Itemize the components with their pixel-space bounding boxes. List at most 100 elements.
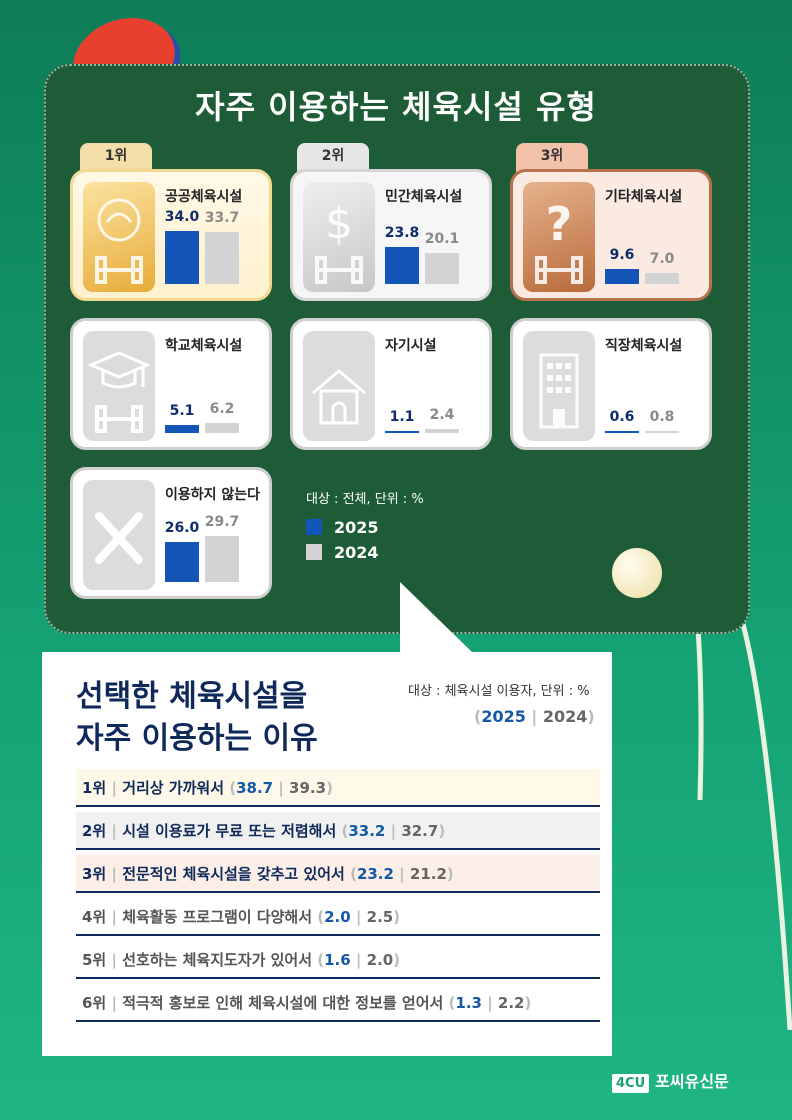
separator: ) (446, 865, 454, 883)
value-2024: 6.2 (209, 401, 235, 418)
reasons-legend-2025: 2025 (481, 707, 526, 726)
facility-label: 이용하지 않는다 (165, 487, 261, 503)
reasons-legend: (2025 | 2024) (474, 707, 595, 726)
reason-rank: 6위 (82, 994, 107, 1012)
reason-text: 전문적인 체육시설을 갖추고 있어서 (122, 865, 345, 883)
ping-pong-ball (612, 548, 662, 598)
legend-2024: 2024 (306, 543, 379, 562)
dollar-dumbbell-icon: $ (303, 182, 375, 292)
reasons-title-line1: 선택한 체육시설을 (76, 679, 308, 714)
value-2024: 33.7 (204, 209, 240, 226)
page-title: 자주 이용하는 체육시설 유형 (195, 88, 597, 126)
separator: | (350, 951, 367, 969)
x-mark-icon (83, 480, 155, 590)
facility-label: 기타체육시설 (605, 189, 683, 205)
reason-value-2024: 21.2 (409, 865, 447, 883)
facility-label: 자기시설 (385, 338, 437, 354)
value-2024: 29.7 (204, 513, 240, 530)
legend-swatch-2024 (306, 544, 322, 560)
svg-text:?: ? (546, 197, 573, 251)
svg-text:$: $ (325, 198, 353, 249)
question-dumbbell-icon: ? (523, 182, 595, 292)
reason-text: 적극적 홍보로 인해 체육시설에 대한 정보를 얻어서 (122, 994, 444, 1012)
bar-2025 (165, 231, 199, 284)
separator: | (106, 994, 123, 1012)
brand-name: 포씨유신문 (655, 1072, 729, 1091)
reason-row: 1위 | 거리상 가까워서 (38.7 | 39.3) (76, 769, 600, 807)
reasons-legend-2024: 2024 (542, 707, 588, 726)
reason-value-2025: 33.2 (348, 822, 386, 840)
legend-swatch-2025 (306, 519, 322, 535)
reason-value-2024: 2.0 (366, 951, 394, 969)
separator: ( (224, 779, 237, 797)
separator: ) (438, 822, 446, 840)
facility-label: 공공체육시설 (165, 189, 243, 205)
reason-value-2025: 1.6 (324, 951, 351, 969)
dumbbell-swirl-icon (83, 182, 155, 292)
bar-2025 (165, 425, 199, 433)
bar-2025 (385, 431, 419, 433)
reason-value-2024: 39.3 (289, 779, 327, 797)
separator: ) (393, 908, 401, 926)
legend-2025: 2025 (306, 518, 379, 537)
separator: ) (326, 779, 333, 797)
facilities-note: 대상 : 전체, 단위 : % (306, 492, 424, 507)
reasons-title-line2: 자주 이용하는 이유 (76, 721, 318, 756)
separator: | (106, 865, 123, 883)
separator: ( (312, 908, 325, 926)
facility-card-own: 자기시설 1.1 2.4 (290, 318, 492, 450)
value-2025: 34.0 (164, 209, 200, 226)
reason-text: 거리상 가까워서 (122, 779, 225, 797)
separator: ) (393, 951, 401, 969)
value-2024: 0.8 (649, 409, 675, 425)
reason-value-2024: 2.2 (497, 994, 525, 1012)
bar-2024 (205, 423, 239, 433)
reason-row: 6위 | 적극적 홍보로 인해 체육시설에 대한 정보를 얻어서 (1.3 | … (76, 984, 600, 1022)
value-2025: 0.6 (609, 409, 635, 425)
facility-card-none: 이용하지 않는다 26.0 29.7 (70, 467, 272, 599)
reason-rank: 3위 (82, 865, 107, 883)
value-2024: 2.4 (429, 407, 455, 424)
graduation-cap-icon (83, 331, 155, 441)
rank-tab-3: 3위 (516, 143, 588, 173)
separator: | (350, 908, 367, 926)
separator: | (481, 994, 498, 1012)
separator: ( (312, 951, 325, 969)
bar-2024 (425, 429, 459, 433)
reason-value-2025: 1.3 (455, 994, 482, 1012)
facility-card-private: $ 민간체육시설 23.8 20.1 (290, 169, 492, 301)
reason-text: 시설 이용료가 무료 또는 저렴해서 (122, 822, 337, 840)
bar-2024 (205, 231, 239, 284)
reason-row: 2위 | 시설 이용료가 무료 또는 저렴해서 (33.2 | 32.7) (76, 812, 600, 850)
reasons-note: 대상 : 체육시설 이용자, 단위 : % (408, 684, 590, 699)
separator: ( (443, 994, 456, 1012)
separator: | (106, 779, 123, 797)
reason-row: 5위 | 선호하는 체육지도자가 있어서 (1.6 | 2.0) (76, 941, 600, 979)
value-2025: 1.1 (389, 409, 415, 425)
separator: | (385, 822, 402, 840)
reason-row: 3위 | 전문적인 체육시설을 갖추고 있어서 (23.2 | 21.2) (76, 855, 600, 893)
value-2025: 5.1 (169, 403, 195, 420)
bar-2024 (645, 273, 679, 284)
bar-2024 (205, 535, 239, 582)
reason-text: 선호하는 체육지도자가 있어서 (122, 951, 313, 969)
facility-card-other: ? 기타체육시설 9.6 7.0 (510, 169, 712, 301)
brand-logo: 4CU (612, 1074, 650, 1093)
rank-tab-1: 1위 (80, 143, 152, 173)
value-2025: 26.0 (164, 519, 200, 536)
separator: ) (524, 994, 532, 1012)
reason-rank: 5위 (82, 951, 107, 969)
separator: ( (336, 822, 349, 840)
reason-text: 체육활동 프로그램이 다양해서 (122, 908, 313, 926)
reason-value-2025: 2.0 (324, 908, 351, 926)
value-2025: 9.6 (609, 247, 635, 264)
bar-2025 (605, 431, 639, 433)
value-2024: 7.0 (649, 251, 675, 268)
office-building-icon (523, 331, 595, 441)
bar-2024 (645, 431, 679, 433)
value-2025: 23.8 (384, 225, 420, 242)
separator: | (393, 865, 410, 883)
facility-label: 학교체육시설 (165, 338, 243, 354)
facility-card-workplace: 직장체육시설 0.6 0.8 (510, 318, 712, 450)
legend-label-2025: 2025 (334, 518, 379, 537)
